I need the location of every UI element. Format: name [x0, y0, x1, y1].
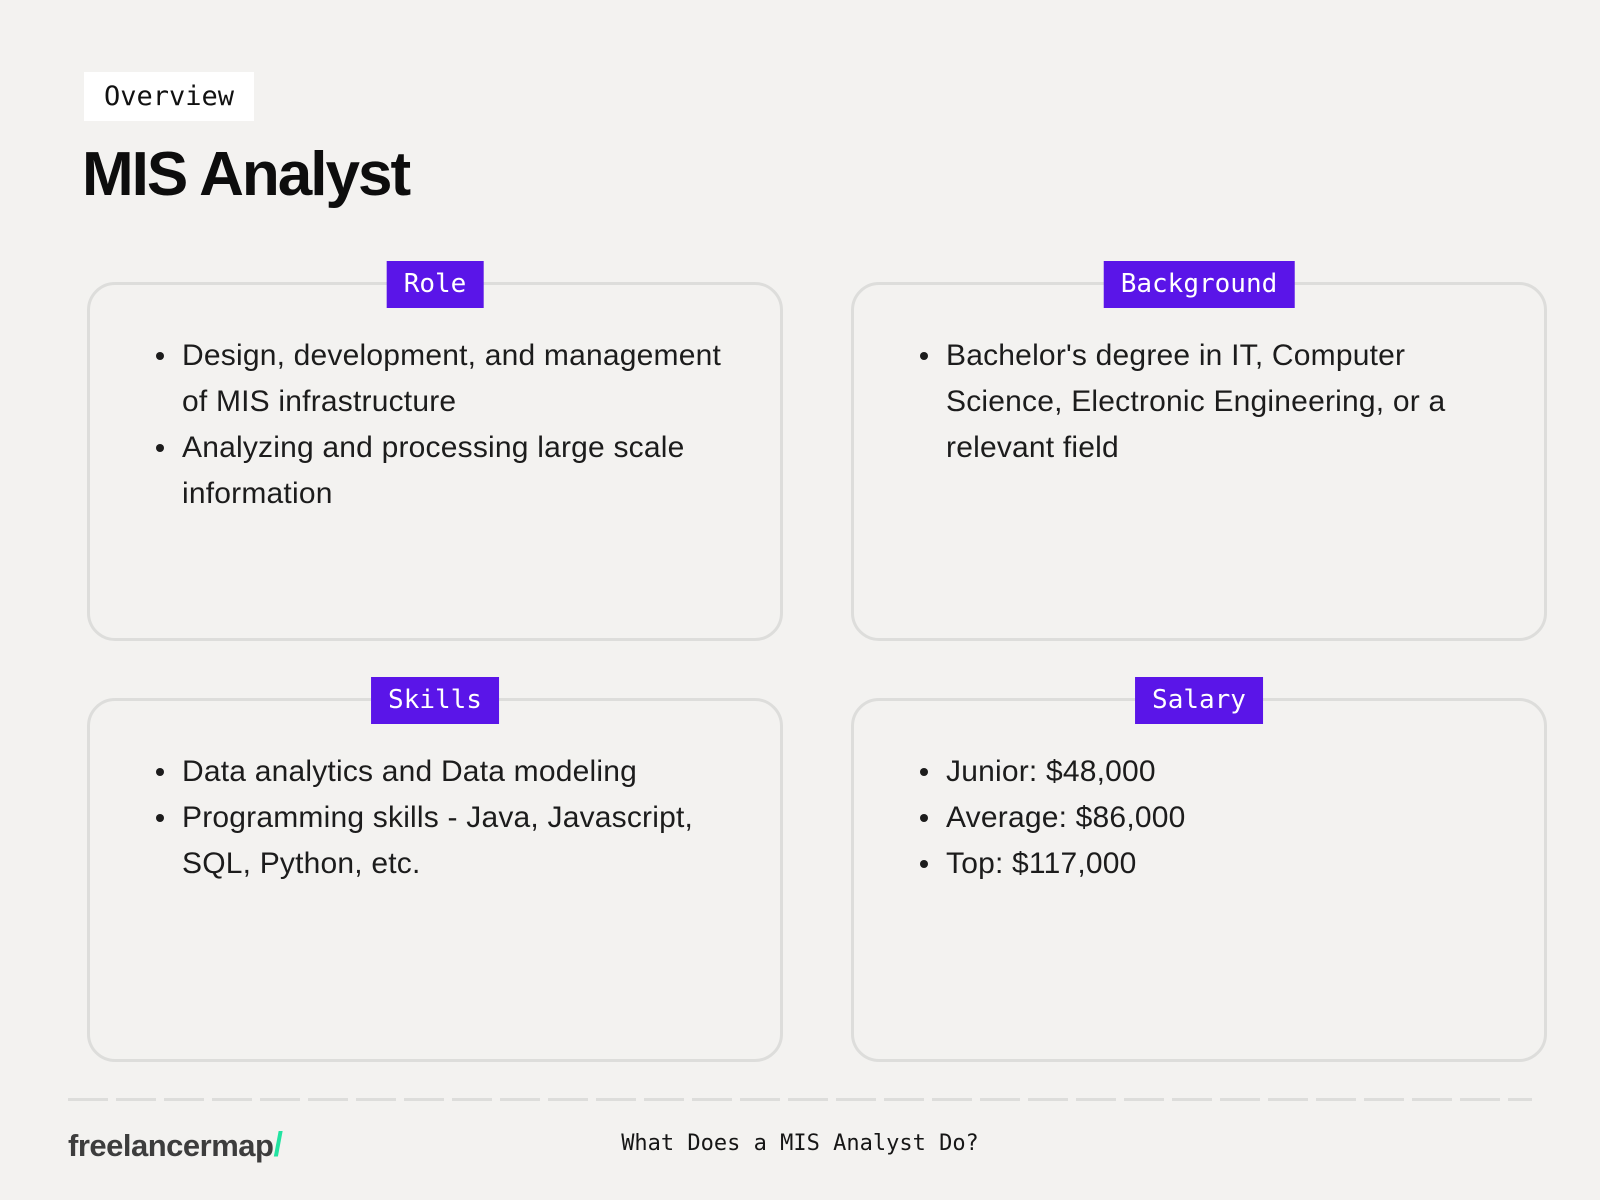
card-label-background: Background: [1103, 261, 1295, 308]
card-background: Background Bachelor's degree in IT, Comp…: [851, 261, 1547, 641]
card-role: Role Design, development, and management…: [87, 261, 783, 641]
background-bullet-list: Bachelor's degree in IT, Computer Scienc…: [920, 333, 1518, 471]
card-body-skills: Data analytics and Data modeling Program…: [90, 701, 780, 887]
bullet-item: Data analytics and Data modeling: [156, 749, 754, 795]
card-body-role: Design, development, and management of M…: [90, 285, 780, 517]
footer-divider: [68, 1098, 1532, 1101]
footer-caption: What Does a MIS Analyst Do?: [621, 1131, 979, 1156]
freelancermap-logo: freelancermap/: [68, 1126, 283, 1165]
cards-grid: Role Design, development, and management…: [87, 261, 1547, 1062]
brand-name: freelancermap: [68, 1128, 274, 1163]
salary-bullet-list: Junior: $48,000 Average: $86,000 Top: $1…: [920, 749, 1518, 887]
card-label-role: Role: [386, 261, 484, 308]
card-body-salary: Junior: $48,000 Average: $86,000 Top: $1…: [854, 701, 1544, 887]
bullet-item: Programming skills - Java, Javascript, S…: [156, 795, 754, 887]
bullet-item: Junior: $48,000: [920, 749, 1518, 795]
bullet-item: Design, development, and management of M…: [156, 333, 754, 425]
role-bullet-list: Design, development, and management of M…: [156, 333, 754, 517]
card-body-background: Bachelor's degree in IT, Computer Scienc…: [854, 285, 1544, 471]
card-salary: Salary Junior: $48,000 Average: $86,000 …: [851, 677, 1547, 1062]
skills-bullet-list: Data analytics and Data modeling Program…: [156, 749, 754, 887]
bullet-item: Top: $117,000: [920, 841, 1518, 887]
card-label-skills: Skills: [371, 677, 499, 724]
card-label-salary: Salary: [1135, 677, 1263, 724]
brand-slash: /: [273, 1126, 283, 1164]
bullet-item: Analyzing and processing large scale inf…: [156, 425, 754, 517]
bullet-item: Average: $86,000: [920, 795, 1518, 841]
page-title: MIS Analyst: [82, 140, 411, 209]
card-skills: Skills Data analytics and Data modeling …: [87, 677, 783, 1062]
overview-tag: Overview: [84, 72, 255, 121]
bullet-item: Bachelor's degree in IT, Computer Scienc…: [920, 333, 1518, 471]
